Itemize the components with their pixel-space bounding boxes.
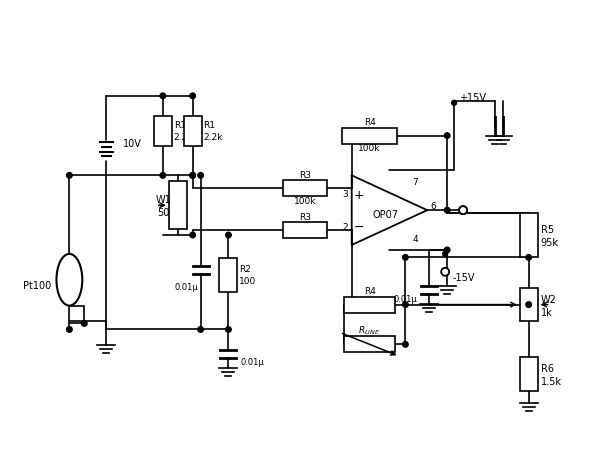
Text: R4: R4: [364, 287, 376, 296]
Circle shape: [459, 206, 467, 214]
Circle shape: [402, 342, 408, 347]
Text: R1: R1: [174, 121, 186, 130]
Text: 10V: 10V: [123, 139, 142, 149]
Text: R2: R2: [239, 265, 251, 274]
Text: 100k: 100k: [358, 144, 381, 153]
Circle shape: [190, 93, 196, 98]
Text: 95k: 95k: [541, 238, 559, 248]
Circle shape: [444, 247, 450, 253]
Circle shape: [198, 327, 204, 332]
Circle shape: [190, 173, 196, 178]
Text: 100k: 100k: [294, 197, 316, 206]
Text: R4: R4: [364, 118, 376, 127]
Circle shape: [526, 302, 531, 307]
Text: 50: 50: [158, 208, 170, 218]
Circle shape: [459, 206, 467, 214]
Text: R6: R6: [541, 364, 554, 374]
Text: 2.2k: 2.2k: [174, 133, 193, 142]
Text: +15V: +15V: [459, 93, 486, 103]
Text: 1.5k: 1.5k: [541, 377, 562, 387]
Circle shape: [190, 232, 196, 238]
Text: 100: 100: [239, 277, 256, 286]
Text: 0.01μ: 0.01μ: [241, 358, 264, 367]
Circle shape: [198, 173, 204, 178]
Text: 7: 7: [413, 178, 418, 187]
Text: R3: R3: [299, 213, 311, 222]
Text: R1: R1: [204, 121, 216, 130]
Circle shape: [402, 254, 408, 260]
Circle shape: [67, 173, 72, 178]
Bar: [282, 222, 327, 238]
Ellipse shape: [56, 254, 82, 306]
Text: 2: 2: [342, 223, 348, 232]
Text: 1k: 1k: [541, 307, 552, 317]
Bar: [184, 116, 202, 146]
Text: 0.01μ: 0.01μ: [393, 295, 418, 304]
Circle shape: [82, 321, 87, 326]
Text: R3: R3: [299, 171, 311, 180]
Text: 3: 3: [342, 190, 348, 199]
Circle shape: [526, 254, 531, 260]
Text: $R_{LINE}$: $R_{LINE}$: [358, 324, 381, 337]
Bar: [282, 180, 327, 196]
Text: 0.01μ: 0.01μ: [175, 283, 199, 292]
Circle shape: [444, 133, 450, 139]
Text: R5: R5: [541, 225, 554, 235]
Circle shape: [444, 207, 450, 213]
Bar: [520, 288, 538, 322]
Text: 4: 4: [413, 236, 418, 245]
Circle shape: [225, 327, 231, 332]
Text: −: −: [353, 220, 364, 234]
Circle shape: [67, 327, 72, 332]
Text: Pt100: Pt100: [23, 280, 52, 291]
Bar: [342, 128, 397, 143]
Text: +: +: [353, 189, 364, 202]
Circle shape: [160, 173, 165, 178]
Text: 2.2k: 2.2k: [204, 133, 223, 142]
Circle shape: [402, 302, 408, 307]
Bar: [344, 297, 396, 313]
Text: -15V: -15V: [452, 273, 474, 283]
Bar: [169, 181, 187, 229]
Circle shape: [225, 232, 231, 238]
Circle shape: [451, 100, 456, 105]
Text: 6: 6: [430, 201, 436, 210]
Text: W1: W1: [156, 195, 171, 205]
Circle shape: [190, 173, 196, 178]
Text: W2: W2: [541, 295, 556, 305]
Circle shape: [442, 252, 448, 256]
Bar: [344, 336, 396, 352]
Bar: [154, 116, 171, 146]
Text: OP07: OP07: [373, 210, 399, 220]
Bar: [219, 258, 238, 292]
Bar: [520, 357, 538, 391]
Circle shape: [441, 268, 449, 276]
Circle shape: [160, 93, 165, 98]
Bar: [520, 213, 538, 257]
